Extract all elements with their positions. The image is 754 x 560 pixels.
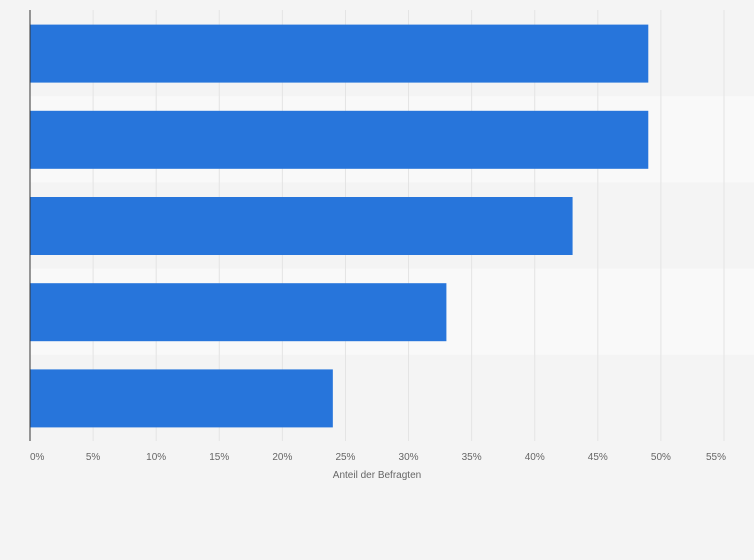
- bar: [30, 283, 447, 342]
- bar: [30, 197, 573, 255]
- x-tick-label: 10%: [146, 452, 166, 463]
- x-tick-label: 35%: [462, 452, 482, 463]
- x-tick-label: 0%: [30, 452, 45, 463]
- x-tick-label: 20%: [272, 452, 292, 463]
- bar: [30, 110, 649, 169]
- bar: [30, 369, 333, 428]
- x-axis-title: Anteil der Befragten: [333, 470, 421, 481]
- x-tick-label: 55%: [706, 452, 726, 463]
- bar: [30, 24, 649, 83]
- x-tick-label: 25%: [335, 452, 355, 463]
- x-tick-label: 50%: [651, 452, 671, 463]
- x-tick-label: 40%: [525, 452, 545, 463]
- x-tick-label: 5%: [86, 452, 101, 463]
- x-axis-tick-labels: 0% 5% 10% 15% 20% 25% 30% 35% 40% 45% 50% 55%: [30, 452, 726, 463]
- x-tick-label: 30%: [399, 452, 419, 463]
- x-tick-label: 15%: [209, 452, 229, 463]
- x-tick-label: 45%: [588, 452, 608, 463]
- bars: [30, 24, 649, 428]
